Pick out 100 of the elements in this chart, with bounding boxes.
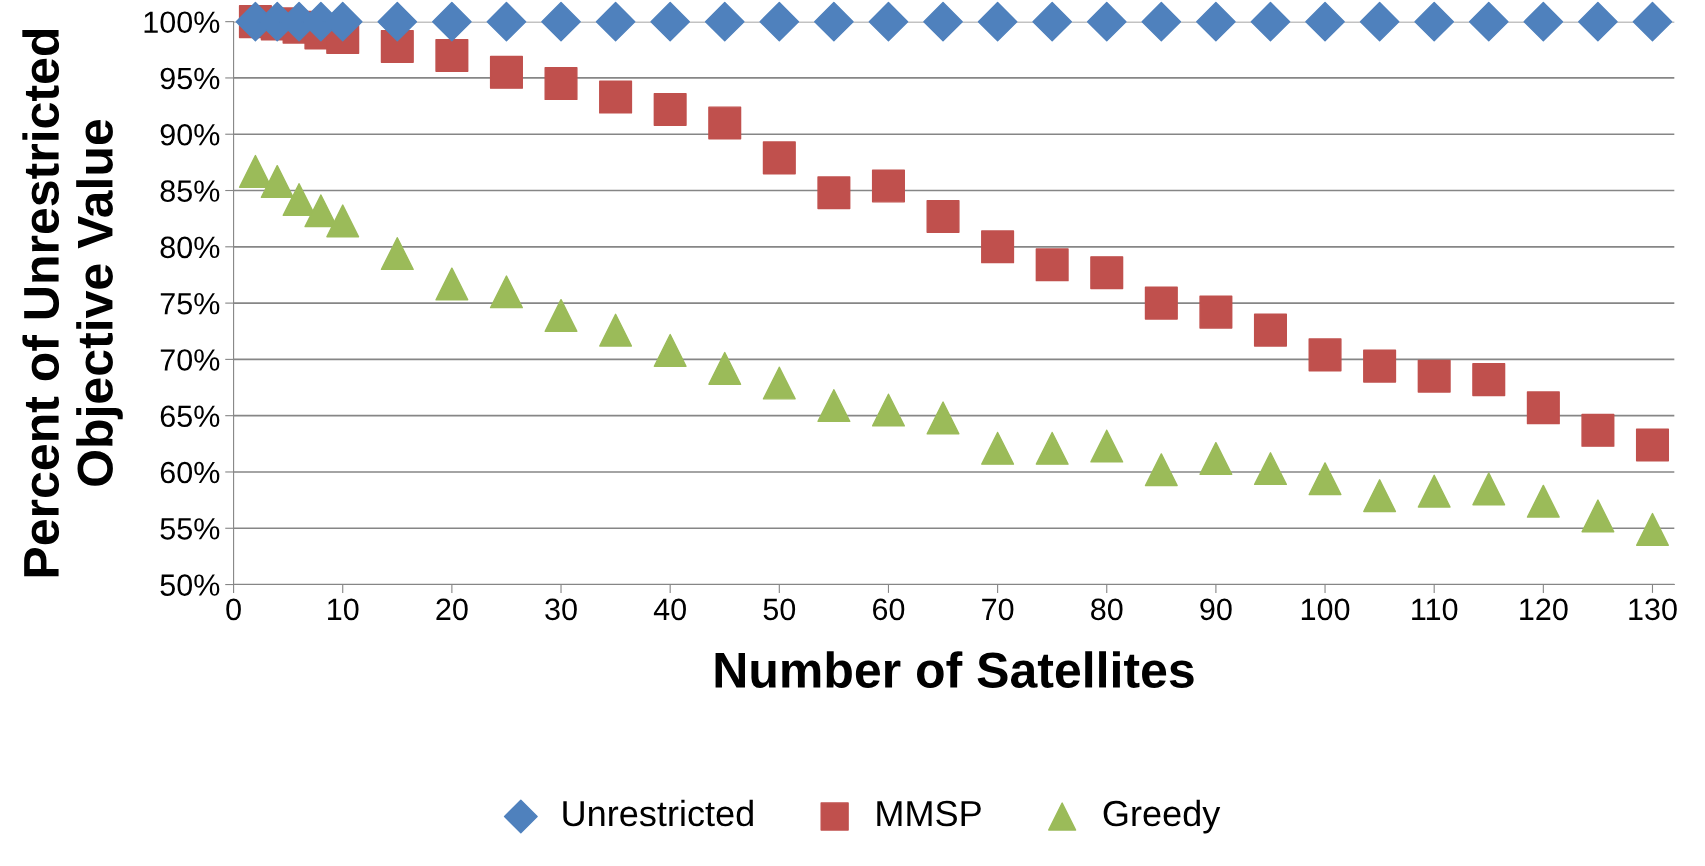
point xyxy=(599,80,633,114)
x-tick-label: 80 xyxy=(1091,598,1123,621)
point xyxy=(817,389,851,423)
point xyxy=(1635,428,1670,462)
point xyxy=(1417,474,1451,508)
point xyxy=(282,182,316,217)
point xyxy=(238,154,272,188)
x-tick-label: 120 xyxy=(1520,598,1568,621)
point xyxy=(708,351,742,385)
y-tick-label: 55% xyxy=(160,518,220,540)
x-tick-label: 110 xyxy=(1412,598,1458,621)
y-tick-label: 65% xyxy=(160,405,220,428)
point xyxy=(1526,391,1560,425)
point xyxy=(1086,1,1127,42)
point xyxy=(708,106,742,140)
point xyxy=(1308,338,1342,372)
point xyxy=(1196,1,1236,42)
point xyxy=(435,267,469,301)
point xyxy=(1359,1,1400,42)
y-tick-label: 100% xyxy=(144,11,220,34)
point xyxy=(435,38,469,72)
x-tick-label: 10 xyxy=(328,598,359,621)
x-tick-label: 60 xyxy=(873,598,905,621)
point xyxy=(432,1,472,42)
point xyxy=(599,313,633,347)
point xyxy=(926,401,960,435)
point xyxy=(1632,1,1673,42)
legend-label: Greedy xyxy=(1103,799,1221,834)
x-tick-label: 90 xyxy=(1200,598,1232,621)
point xyxy=(1144,453,1178,487)
point xyxy=(817,176,851,210)
point xyxy=(1472,363,1506,397)
point xyxy=(1472,472,1506,506)
point xyxy=(486,1,527,42)
y-axis-title: Percent of Unrestricted Objective Value xyxy=(22,29,123,577)
point xyxy=(544,67,578,101)
y-tick-label: 60% xyxy=(160,461,220,484)
point xyxy=(1141,1,1182,42)
x-tick-label: 40 xyxy=(653,598,686,621)
point xyxy=(1581,499,1615,533)
point xyxy=(868,1,909,42)
point xyxy=(1035,248,1069,282)
point xyxy=(1526,484,1560,518)
y-tick-label: 70% xyxy=(160,349,220,371)
point xyxy=(1363,479,1397,513)
point xyxy=(650,1,691,42)
y-tick-label: 85% xyxy=(160,180,220,202)
legend-label: Unrestricted xyxy=(563,799,753,827)
point xyxy=(1199,441,1233,475)
x-axis-title: Number of Satellites xyxy=(715,651,1194,688)
point xyxy=(759,1,800,42)
point xyxy=(1578,1,1618,42)
point xyxy=(377,1,418,42)
point xyxy=(1414,1,1455,42)
y-tick-label: 90% xyxy=(160,123,220,146)
point xyxy=(260,164,294,199)
point xyxy=(762,141,796,175)
point xyxy=(541,1,581,42)
point xyxy=(653,92,687,126)
point xyxy=(1468,1,1509,42)
point xyxy=(1144,286,1178,320)
point xyxy=(871,393,905,427)
point xyxy=(1250,1,1291,42)
x-tick-label: 130 xyxy=(1629,598,1677,621)
x-tick-label: 20 xyxy=(436,598,468,621)
point xyxy=(1305,1,1345,42)
y-tick-label: 95% xyxy=(160,67,220,90)
point xyxy=(1635,512,1670,546)
point xyxy=(1199,295,1233,329)
x-tick-label: 0 xyxy=(226,598,241,621)
point xyxy=(1417,359,1451,393)
point xyxy=(704,1,745,42)
point xyxy=(489,275,523,309)
x-tick-label: 100 xyxy=(1301,598,1350,621)
point xyxy=(977,1,1018,42)
point xyxy=(380,237,414,271)
point xyxy=(595,1,636,42)
point xyxy=(1035,431,1069,465)
point xyxy=(1090,429,1124,463)
point xyxy=(981,230,1015,264)
point xyxy=(1523,1,1564,42)
point xyxy=(653,333,687,367)
y-tick-label: 75% xyxy=(160,292,220,315)
point xyxy=(1253,313,1288,347)
point xyxy=(1090,256,1124,290)
point xyxy=(1308,462,1342,496)
point xyxy=(926,199,960,233)
x-tick-label: 30 xyxy=(545,598,577,621)
x-tick-label: 70 xyxy=(982,598,1014,621)
point xyxy=(1363,349,1397,383)
point xyxy=(814,1,854,42)
point xyxy=(762,366,796,400)
point xyxy=(1581,413,1615,447)
point xyxy=(981,431,1015,465)
y-tick-label: 50% xyxy=(160,574,220,596)
point xyxy=(1253,452,1288,486)
point xyxy=(489,55,523,89)
y-tick-label: 80% xyxy=(160,236,220,259)
point xyxy=(326,204,360,238)
legend-label: MMSP xyxy=(877,800,981,827)
